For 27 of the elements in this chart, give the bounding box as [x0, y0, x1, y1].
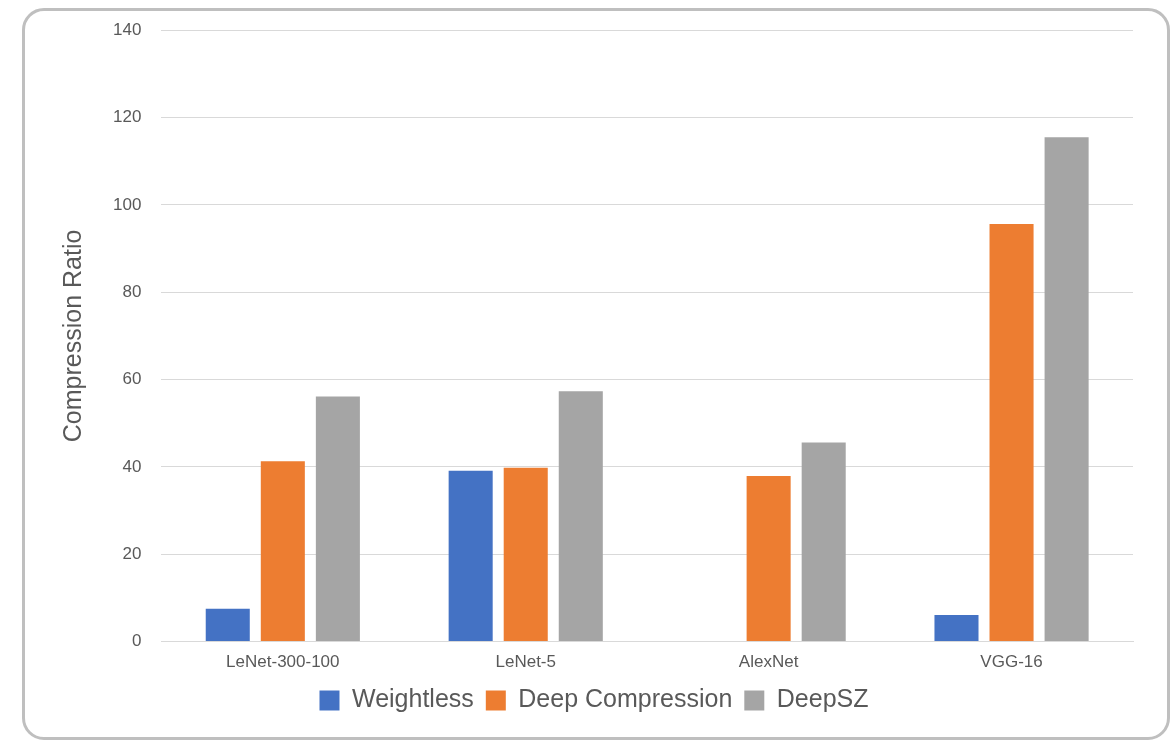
y-tick-label: 80: [122, 281, 142, 301]
x-tick-label: VGG-16: [980, 652, 1043, 672]
bar: [448, 470, 493, 642]
y-tick-label: 20: [122, 543, 142, 563]
y-tick-label: 0: [131, 631, 142, 651]
bar: [503, 467, 548, 642]
y-tick-label: 40: [122, 456, 142, 476]
bar: [1044, 137, 1089, 642]
x-tick-label: LeNet-5: [495, 652, 556, 672]
y-tick-label: 140: [112, 19, 142, 39]
bar: [989, 224, 1034, 642]
y-tick-label: 100: [112, 194, 142, 214]
legend-label: DeepSZ: [776, 684, 869, 713]
bar: [746, 476, 791, 642]
y-tick-label: 60: [122, 369, 142, 389]
x-tick-label: LeNet-300-100: [226, 652, 340, 672]
y-axis-title: Compression Ratio: [57, 229, 86, 443]
bar: [315, 396, 360, 642]
bar: [260, 461, 305, 642]
legend-label: Deep Compression: [518, 684, 733, 713]
legend-label: Weightless: [351, 684, 474, 713]
y-tick-label: 120: [112, 107, 142, 127]
bar: [205, 608, 250, 642]
bar: [801, 442, 846, 642]
x-tick-label: AlexNet: [738, 652, 799, 672]
bar: [934, 614, 979, 642]
bar: [558, 391, 603, 642]
